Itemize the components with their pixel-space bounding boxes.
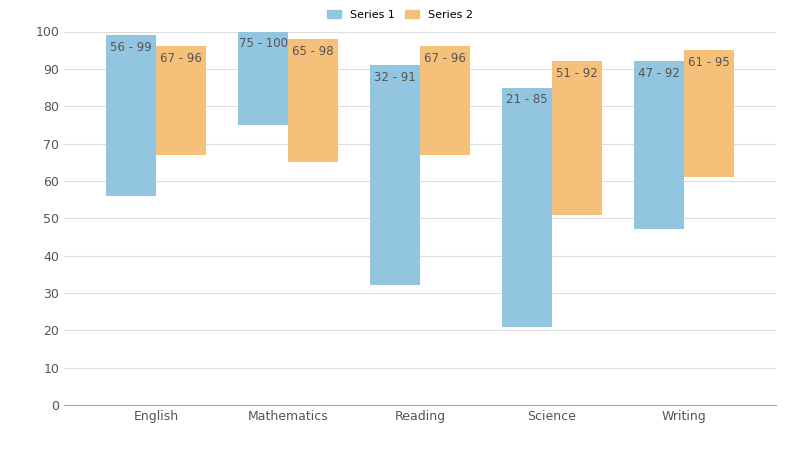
Text: 61 - 95: 61 - 95 [688,56,730,69]
Text: 32 - 91: 32 - 91 [374,71,416,84]
Text: 47 - 92: 47 - 92 [638,67,679,80]
Text: 65 - 98: 65 - 98 [292,45,334,58]
Bar [156,46,206,155]
Bar [288,39,338,162]
Bar [552,61,602,215]
Legend: Series 1, Series 2: Series 1, Series 2 [323,5,477,24]
Bar [684,50,734,177]
Text: 75 - 100: 75 - 100 [238,37,287,50]
Bar [634,61,684,230]
Text: 67 - 96: 67 - 96 [161,52,202,65]
Text: 67 - 96: 67 - 96 [424,52,466,65]
Text: 21 - 85: 21 - 85 [506,93,548,106]
Bar [420,46,470,155]
Text: 51 - 92: 51 - 92 [556,67,598,80]
Bar [106,35,156,196]
Bar [370,65,420,285]
Bar [238,32,288,125]
Bar [502,87,552,327]
Text: 56 - 99: 56 - 99 [110,41,152,54]
